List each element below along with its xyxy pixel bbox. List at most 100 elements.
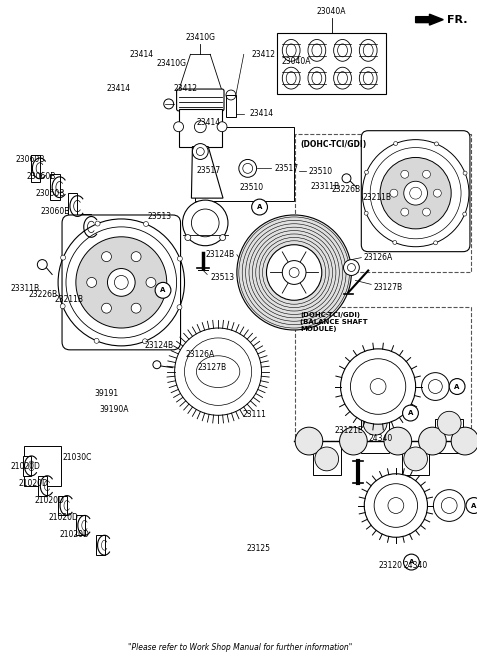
Text: 23412: 23412 <box>252 50 276 59</box>
Text: A: A <box>160 287 166 293</box>
Bar <box>68 193 77 219</box>
Bar <box>295 307 471 441</box>
Text: 23513: 23513 <box>147 212 171 220</box>
Circle shape <box>217 122 227 132</box>
Circle shape <box>131 303 141 313</box>
Circle shape <box>363 411 387 435</box>
Bar <box>38 476 47 496</box>
Circle shape <box>153 361 161 369</box>
Text: A: A <box>471 502 477 508</box>
Circle shape <box>364 170 369 174</box>
Text: 23111: 23111 <box>242 410 266 419</box>
Circle shape <box>394 142 397 146</box>
Text: 21020D: 21020D <box>60 530 90 539</box>
Circle shape <box>404 181 428 205</box>
Text: 21020D: 21020D <box>34 496 64 505</box>
Text: 23127B: 23127B <box>198 363 227 371</box>
Text: A: A <box>257 204 262 210</box>
Circle shape <box>433 189 441 197</box>
FancyBboxPatch shape <box>62 215 180 350</box>
Bar <box>58 496 67 516</box>
Circle shape <box>449 379 465 395</box>
Text: (DOHC-TCI/GDI)
(BALANCE SHAFT
MODULE): (DOHC-TCI/GDI) (BALANCE SHAFT MODULE) <box>300 312 368 332</box>
Text: 23060B: 23060B <box>36 189 65 198</box>
Text: 23517: 23517 <box>275 164 299 173</box>
Bar <box>50 174 60 201</box>
Circle shape <box>95 221 100 226</box>
Text: 21020D: 21020D <box>11 461 40 471</box>
Text: 21020D: 21020D <box>19 479 48 488</box>
Text: A: A <box>408 410 413 416</box>
Text: (DOHC-TCI/GDI): (DOHC-TCI/GDI) <box>300 140 366 149</box>
Circle shape <box>178 256 182 261</box>
Circle shape <box>182 200 228 246</box>
Circle shape <box>37 260 47 269</box>
Text: 23414: 23414 <box>197 118 221 126</box>
Circle shape <box>364 474 428 538</box>
Bar <box>96 536 105 555</box>
Text: 23226B: 23226B <box>28 291 58 299</box>
Circle shape <box>146 277 156 287</box>
Text: 23127B: 23127B <box>373 283 402 292</box>
Circle shape <box>94 338 99 344</box>
Text: 23226B: 23226B <box>332 185 361 194</box>
Text: 23517: 23517 <box>197 166 221 175</box>
Circle shape <box>384 427 412 455</box>
Circle shape <box>451 427 479 455</box>
Text: 23412: 23412 <box>173 83 197 93</box>
Circle shape <box>419 427 446 455</box>
Text: 23414: 23414 <box>107 83 131 93</box>
Text: 39190A: 39190A <box>99 405 129 414</box>
Text: 24340: 24340 <box>403 561 427 570</box>
Text: A: A <box>409 559 414 565</box>
Circle shape <box>108 269 135 297</box>
Text: 23124B: 23124B <box>144 341 174 350</box>
Text: 23510: 23510 <box>309 167 333 176</box>
Circle shape <box>341 349 416 424</box>
Text: 23060B: 23060B <box>15 154 45 164</box>
Circle shape <box>315 447 338 471</box>
Circle shape <box>422 170 431 178</box>
Bar <box>24 446 61 486</box>
Circle shape <box>143 339 147 344</box>
Bar <box>402 441 430 475</box>
Circle shape <box>60 255 66 260</box>
Text: 23510: 23510 <box>240 183 264 193</box>
Bar <box>76 516 85 536</box>
Circle shape <box>155 283 171 299</box>
Circle shape <box>102 252 111 261</box>
Circle shape <box>282 261 306 285</box>
Text: 23126A: 23126A <box>185 350 215 359</box>
Text: 21020D: 21020D <box>48 513 78 522</box>
Circle shape <box>433 241 438 245</box>
Circle shape <box>192 144 208 160</box>
Polygon shape <box>192 146 223 198</box>
Text: 39191: 39191 <box>94 389 118 398</box>
Text: 23040A: 23040A <box>317 7 347 16</box>
Text: 23311B: 23311B <box>311 182 340 191</box>
Circle shape <box>380 158 451 229</box>
Text: 23060B: 23060B <box>40 207 70 216</box>
Bar <box>226 95 236 117</box>
Circle shape <box>220 234 226 240</box>
Circle shape <box>433 490 465 522</box>
Circle shape <box>342 174 351 183</box>
Text: 23060B: 23060B <box>26 171 55 181</box>
Text: 23126A: 23126A <box>363 253 393 262</box>
Bar <box>82 214 91 240</box>
Text: 23125: 23125 <box>247 544 271 553</box>
Text: 23040A: 23040A <box>282 58 312 66</box>
Circle shape <box>390 189 398 197</box>
Text: 23410G: 23410G <box>185 34 216 42</box>
Circle shape <box>421 373 449 401</box>
Text: A: A <box>455 383 460 389</box>
Circle shape <box>144 222 148 226</box>
Text: 23124B: 23124B <box>206 250 235 259</box>
Circle shape <box>403 405 419 421</box>
Circle shape <box>295 427 323 455</box>
Text: 23311B: 23311B <box>11 285 40 293</box>
Circle shape <box>102 303 111 313</box>
Circle shape <box>239 160 257 177</box>
FancyBboxPatch shape <box>177 89 224 111</box>
Text: 23414: 23414 <box>250 109 274 118</box>
